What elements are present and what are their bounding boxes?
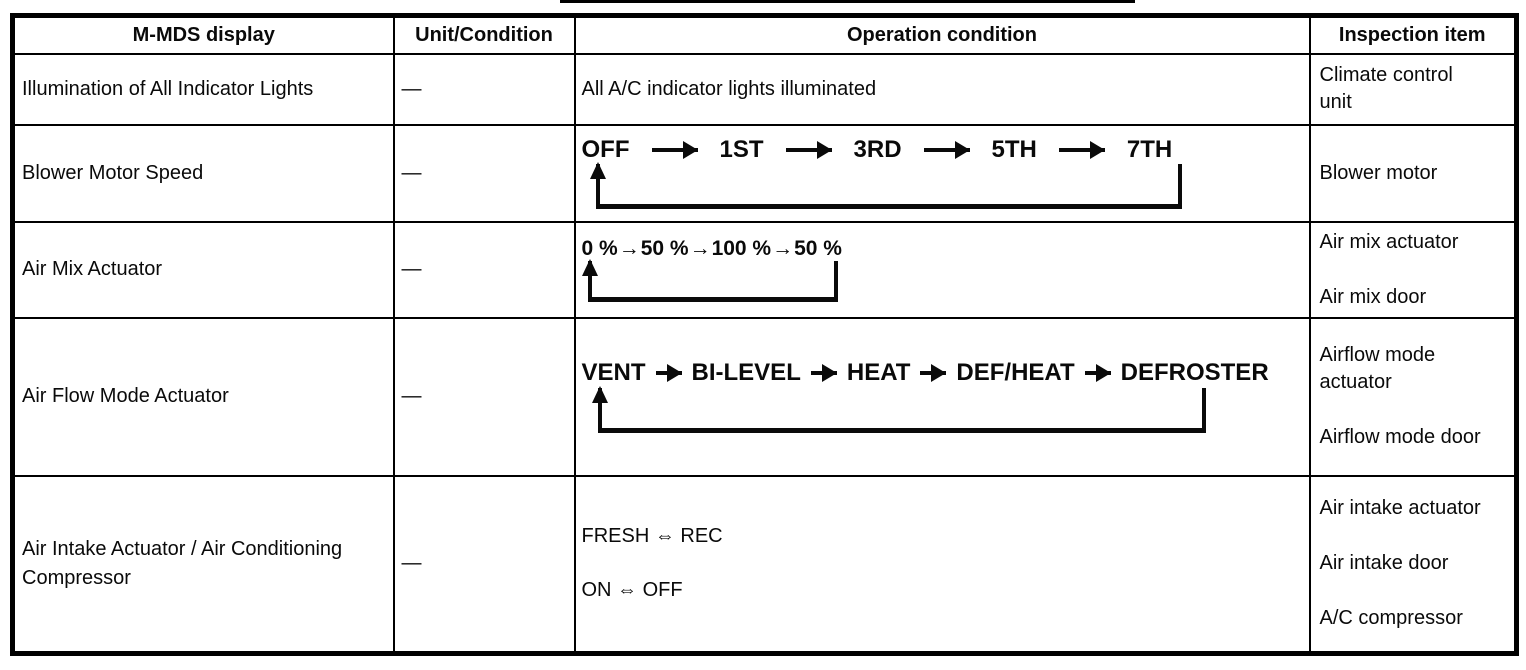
cycle-step: 7TH	[1126, 135, 1173, 163]
inspection-item-text: Blower motor	[1319, 161, 1438, 184]
cell-mmds-display: Illumination of All Indicator Lights	[11, 52, 395, 126]
inspection-item-text: Air mix door	[1319, 285, 1427, 308]
right-arrow-icon	[1058, 140, 1105, 159]
cell-mmds-display: Air Mix Actuator	[11, 220, 395, 319]
cycle-step: BI-LEVEL	[691, 359, 801, 387]
table-row-air-mix-actuator: Air Mix Actuator — 0 % → 50 % → 100 % → …	[11, 220, 1518, 319]
cycle-step: 50 %	[794, 236, 842, 260]
mmds-display-text: Air Mix Actuator	[22, 258, 163, 280]
cell-inspection-item: Blower motor	[1308, 123, 1518, 223]
right-arrow-icon	[920, 364, 947, 383]
cycle-step: 5TH	[991, 135, 1037, 163]
cell-inspection-item: Climate control unit	[1308, 52, 1518, 126]
inspection-item-text: Air mix actuator	[1319, 230, 1459, 253]
inspection-item-text: A/C compressor	[1319, 607, 1463, 630]
header-cell-unit-condition: Unit/Condition	[392, 14, 576, 55]
right-arrow-icon	[810, 364, 837, 383]
up-arrowhead-icon	[591, 385, 608, 403]
mmds-display-text: Air Flow Mode Actuator	[22, 385, 229, 407]
cycle-step: DEF/HEAT	[956, 359, 1075, 387]
cell-inspection-item: Airflow mode actuator Airflow mode door	[1308, 316, 1518, 477]
cell-unit-condition: —	[392, 52, 576, 126]
loop-back-arrow-icon	[589, 162, 1182, 210]
cell-operation-condition: OFF 1ST 3RD 5TH 7TH	[573, 123, 1311, 223]
operation-text: FRESH ⇔ REC	[581, 525, 723, 548]
cell-unit-condition: —	[392, 220, 576, 319]
inspection-item-text: Air intake door	[1319, 552, 1449, 575]
cell-operation-condition: VENT BI-LEVEL HEAT DEF/HEAT DEFROSTER	[573, 316, 1311, 477]
cell-mmds-display: Air Flow Mode Actuator	[11, 316, 395, 477]
cycle-step: 50 %	[640, 236, 689, 260]
inspection-item-text: Airflow mode door	[1319, 426, 1481, 448]
header-row: M-MDS display Unit/Condition Operation c…	[11, 14, 1518, 55]
inspection-item-text: Airflow mode actuator	[1319, 344, 1436, 393]
inspection-item-text: Air intake actuator	[1319, 497, 1481, 520]
up-arrowhead-icon	[589, 162, 606, 180]
cell-operation-condition: 0 % → 50 % → 100 % → 50 %	[573, 220, 1311, 319]
cell-inspection-item: Air intake actuator Air intake door A/C …	[1308, 474, 1518, 655]
up-arrowhead-icon	[581, 259, 598, 277]
cycle-step: 1ST	[719, 135, 764, 163]
table-row-illumination: Illumination of All Indicator Lights — A…	[11, 52, 1518, 126]
table-row-air-intake-compressor: Air Intake Actuator / Air Conditioning C…	[11, 474, 1518, 655]
right-arrow-icon: →	[689, 236, 711, 260]
cropped-content-edge	[560, 0, 1135, 3]
cycle-sequence: OFF 1ST 3RD 5TH 7TH	[581, 135, 1305, 163]
cell-mmds-display: Air Intake Actuator / Air Conditioning C…	[11, 474, 395, 655]
right-arrow-icon: →	[772, 236, 794, 260]
mmds-display-text: Air Intake Actuator / Air Conditioning C…	[22, 537, 343, 589]
cycle-step: 0 %	[581, 236, 618, 260]
cell-unit-condition: —	[392, 123, 576, 223]
unit-dash: —	[401, 77, 422, 100]
air-mix-cycle-diagram: 0 % → 50 % → 100 % → 50 %	[581, 237, 1305, 303]
loop-back-arrow-icon	[591, 385, 1206, 433]
mmds-actuator-inspection-table: M-MDS display Unit/Condition Operation c…	[10, 13, 1519, 656]
right-arrow-icon	[785, 140, 832, 159]
header-cell-inspection-item: Inspection item	[1308, 14, 1518, 55]
cell-operation-condition: FRESH ⇔ REC ON ⇔ OFF	[573, 474, 1311, 655]
cycle-step: HEAT	[846, 359, 911, 387]
header-cell-operation-condition: Operation condition	[573, 14, 1311, 55]
blower-speed-cycle-diagram: OFF 1ST 3RD 5TH 7TH	[581, 135, 1305, 210]
cycle-step: 100 %	[711, 236, 772, 260]
unit-dash: —	[401, 385, 422, 407]
right-arrow-icon: →	[618, 236, 640, 260]
airflow-mode-cycle-diagram: VENT BI-LEVEL HEAT DEF/HEAT DEFROSTER	[581, 359, 1305, 433]
cell-unit-condition: —	[392, 474, 576, 655]
right-arrow-icon	[651, 140, 698, 159]
operation-text: All A/C indicator lights illuminated	[581, 77, 877, 100]
cell-operation-condition: All A/C indicator lights illuminated	[573, 52, 1311, 126]
cycle-sequence: VENT BI-LEVEL HEAT DEF/HEAT DEFROSTER	[581, 359, 1305, 387]
header-cell-mmds-display: M-MDS display	[11, 14, 395, 55]
cycle-step: OFF	[581, 135, 630, 163]
cell-mmds-display: Blower Motor Speed	[11, 123, 395, 223]
operation-text: ON ⇔ OFF	[581, 579, 683, 602]
table-row-air-flow-mode-actuator: Air Flow Mode Actuator — VENT BI-LEVEL H…	[11, 316, 1518, 477]
cycle-step: VENT	[581, 359, 646, 387]
right-arrow-icon	[655, 364, 682, 383]
cycle-step: 3RD	[853, 135, 902, 163]
unit-dash: —	[401, 552, 422, 575]
cell-inspection-item: Air mix actuator Air mix door	[1308, 220, 1518, 319]
mmds-display-text: Illumination of All Indicator Lights	[22, 77, 314, 100]
unit-dash: —	[401, 258, 422, 280]
cycle-step: DEFROSTER	[1120, 359, 1269, 387]
table-row-blower-motor-speed: Blower Motor Speed — OFF 1ST 3RD 5TH	[11, 123, 1518, 223]
mmds-display-text: Blower Motor Speed	[22, 161, 204, 184]
loop-back-arrow-icon	[581, 259, 838, 303]
inspection-item-text: Climate control unit	[1319, 64, 1453, 113]
cell-unit-condition: —	[392, 316, 576, 477]
unit-dash: —	[401, 161, 422, 184]
right-arrow-icon	[1084, 364, 1111, 383]
right-arrow-icon	[923, 140, 970, 159]
cycle-sequence: 0 % → 50 % → 100 % → 50 %	[582, 237, 1305, 260]
